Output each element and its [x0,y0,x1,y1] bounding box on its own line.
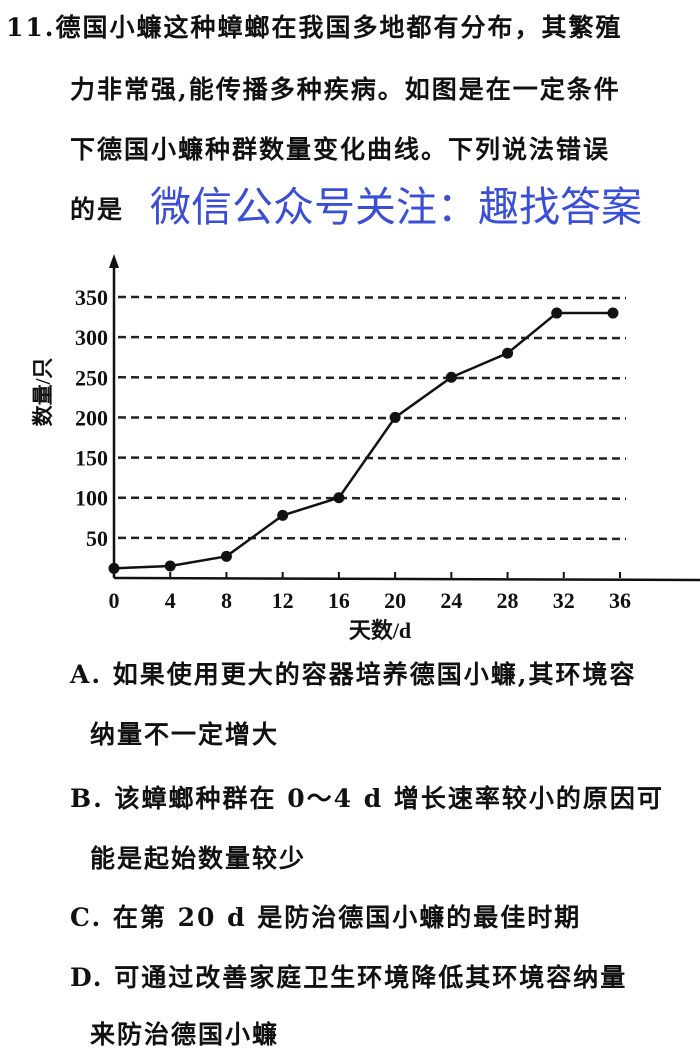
x-tick-label: 8 [221,588,232,613]
option-A-continued: 纳量不一定增大 [90,720,280,749]
y-tick-label: 300 [75,325,108,350]
x-axis [113,576,700,582]
option-C: C. 在第 20 d 是防治德国小蠊的最佳时期 [70,903,582,932]
y-tick-label: 50 [86,526,108,551]
question-line-1: 11.德国小蠊这种蟑螂在我国多地都有分布，其繁殖 [6,8,623,44]
data-point [607,307,619,319]
gridline [117,295,627,300]
y-axis-label: 数量/只 [31,358,55,427]
data-point [220,550,232,562]
x-tick-label: 36 [609,588,631,613]
option-B-continued: 能是起始数量较少 [90,844,307,873]
data-point [333,492,345,504]
option-A: A. 如果使用更大的容器培养德国小蠊,其环境容 [70,660,637,689]
x-tick-label: 4 [165,588,176,613]
series-line [113,311,613,570]
y-tick-label: 250 [75,365,108,390]
data-point [551,307,563,319]
question-number: 11. [6,13,56,42]
data-point [108,562,120,574]
data-point [277,509,289,521]
x-tick-label: 20 [384,588,406,613]
x-tick-label: 28 [497,588,519,613]
y-axis-arrow [109,254,119,268]
question-line-4: 的是 [70,195,125,224]
data-point [502,347,514,359]
option-D-continued: 来防治德国小蠊 [90,1020,280,1049]
x-tick-label: 32 [553,588,575,613]
question-line-2: 力非常强,能传播多种疾病。如图是在一定条件 [70,75,621,104]
data-point [164,560,176,572]
x-tick-label: 0 [109,588,120,613]
question-line-3: 下德国小蠊种群数量变化曲线。下列说法错误 [70,135,611,164]
gridline [117,416,627,420]
watermark: 微信公众号关注：趣找答案 [150,183,642,231]
question-text: 德国小蠊这种蟑螂在我国多地都有分布，其繁殖 [55,13,623,42]
data-point [445,371,457,383]
y-tick-label: 150 [75,446,108,471]
y-tick-label: 100 [75,486,108,511]
y-tick-label: 350 [75,285,108,310]
x-tick-label: 24 [440,588,462,613]
x-axis-label: 天数/d [349,618,411,643]
gridline [117,376,627,380]
gridline [117,335,627,340]
y-tick-label: 200 [75,405,108,430]
gridline [117,496,627,500]
option-D: D. 可通过改善家庭卫生环境降低其环境容纳量 [70,963,628,992]
gridline [117,456,627,460]
x-tick-label: 16 [328,588,350,613]
x-tick-label: 12 [272,588,294,613]
gridline [117,536,627,541]
data-point [389,411,401,423]
population-chart: 50 100 150 200 250 300 350 0 4 8 12 16 20 24 28 32 36 天数… [31,254,700,643]
option-B: B. 该蟑螂种群在 0～4 d 增长速率较小的原因可 [70,784,664,813]
